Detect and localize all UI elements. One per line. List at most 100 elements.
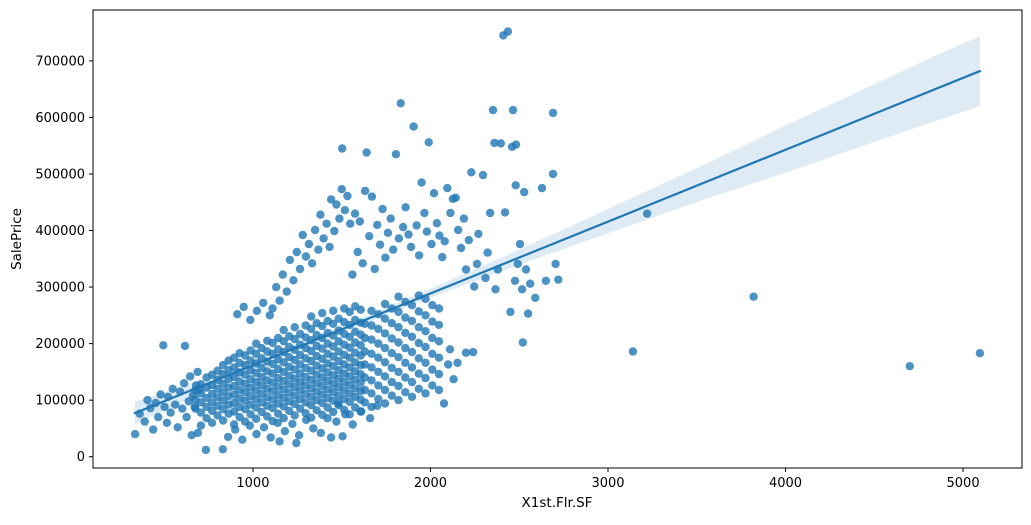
data-point <box>401 358 410 367</box>
data-point <box>394 367 403 377</box>
data-point <box>380 385 390 395</box>
data-point <box>421 373 430 383</box>
data-point <box>345 353 354 362</box>
data-point <box>196 408 206 417</box>
data-point <box>414 251 424 260</box>
data-point <box>279 325 288 335</box>
data-point <box>146 403 155 413</box>
data-point <box>294 431 304 440</box>
data-point <box>360 373 369 382</box>
data-point <box>461 348 471 357</box>
data-point <box>444 360 453 369</box>
data-point <box>554 275 563 284</box>
x-tick-label: 3000 <box>591 476 624 491</box>
data-point <box>380 399 390 408</box>
y-axis-label: SalePrice <box>9 208 25 270</box>
data-point <box>171 400 180 409</box>
data-point <box>182 412 191 422</box>
data-point <box>218 416 228 425</box>
data-point <box>330 226 339 236</box>
data-point <box>316 210 325 219</box>
data-point <box>340 206 350 215</box>
data-point <box>387 363 396 373</box>
data-point <box>295 264 305 274</box>
x-tick-label: 5000 <box>947 476 980 491</box>
data-point <box>273 418 282 427</box>
data-point <box>301 252 311 261</box>
data-point <box>407 332 417 341</box>
data-point <box>394 307 403 317</box>
data-point <box>180 341 190 351</box>
data-point <box>309 424 318 433</box>
data-point <box>445 345 455 354</box>
data-point <box>188 391 198 400</box>
x-axis: 1000 2000 3000 4000 5000 <box>236 468 980 491</box>
data-point <box>360 319 369 328</box>
data-point <box>749 292 758 301</box>
data-point <box>290 411 299 420</box>
data-point <box>428 301 437 310</box>
data-point <box>510 276 520 285</box>
y-axis: 0 100000 200000 300000 400000 500000 600000 700… <box>35 54 93 465</box>
data-point <box>367 389 376 398</box>
data-point <box>345 332 354 341</box>
data-point <box>176 387 185 396</box>
data-point <box>407 347 417 357</box>
data-point <box>323 414 332 423</box>
data-point <box>316 428 325 438</box>
data-point <box>302 415 311 425</box>
data-point <box>319 234 328 243</box>
data-point <box>193 367 202 377</box>
data-point <box>429 189 439 198</box>
data-point <box>513 259 522 269</box>
data-point <box>439 399 449 408</box>
data-point <box>414 307 423 316</box>
data-point <box>406 242 416 252</box>
data-point <box>265 311 274 320</box>
data-point <box>478 170 488 180</box>
data-point <box>481 273 490 283</box>
data-point <box>381 253 390 262</box>
data-point <box>365 232 374 241</box>
data-point <box>414 338 423 348</box>
data-point <box>421 327 430 336</box>
data-point <box>202 414 211 423</box>
data-point <box>178 404 187 413</box>
data-point <box>506 307 515 317</box>
scatter-points <box>130 27 985 455</box>
data-point <box>428 365 437 374</box>
data-point <box>428 349 437 358</box>
data-point <box>360 333 369 343</box>
data-point <box>240 351 250 360</box>
data-point <box>332 200 341 209</box>
x-tick-label: 2000 <box>414 476 447 491</box>
data-point <box>251 339 261 348</box>
data-point <box>440 237 449 246</box>
data-point <box>500 208 510 217</box>
data-point <box>427 239 436 249</box>
x-tick-label: 4000 <box>769 476 802 491</box>
data-point <box>279 414 288 423</box>
data-point <box>434 337 444 346</box>
data-point <box>360 398 369 407</box>
data-point <box>391 150 401 159</box>
data-point <box>335 214 344 223</box>
data-point <box>233 310 242 319</box>
data-point <box>329 331 338 340</box>
data-point <box>548 169 558 179</box>
data-point <box>348 420 357 429</box>
data-point <box>434 304 444 313</box>
data-point <box>268 338 277 348</box>
data-point <box>290 323 299 332</box>
data-point <box>380 358 390 367</box>
data-point <box>356 305 365 314</box>
y-tick-label: 600000 <box>35 111 85 126</box>
data-point <box>401 313 410 322</box>
data-point <box>193 428 203 438</box>
data-point <box>496 139 505 148</box>
data-point <box>289 276 298 285</box>
data-point <box>628 347 638 356</box>
data-point <box>298 230 307 240</box>
data-point <box>326 195 336 204</box>
data-point <box>266 433 275 442</box>
